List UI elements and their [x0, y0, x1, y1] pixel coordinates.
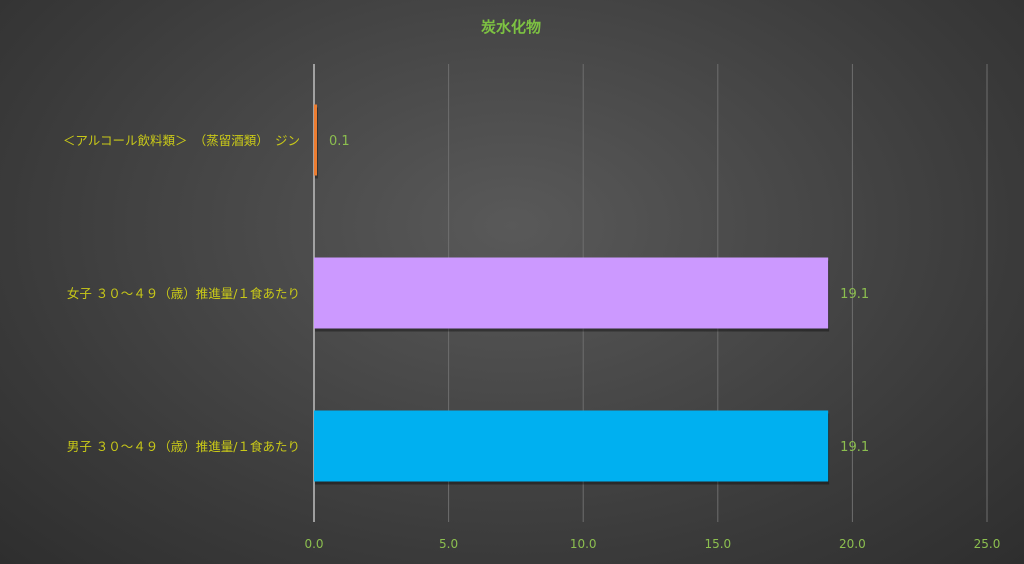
x-tick-label: 5.0: [439, 537, 458, 551]
data-label: 0.1: [329, 134, 350, 149]
bar: [314, 410, 829, 482]
x-tick-label: 20.0: [839, 537, 866, 551]
x-axis-ticks: 0.0 5.0 10.0 15.0 20.0 25.0: [304, 537, 1000, 551]
data-label: 19.1: [840, 287, 869, 302]
x-tick-label: 15.0: [704, 537, 731, 551]
x-tick-label: 10.0: [570, 537, 597, 551]
category-label: 男子 ３０～４９（歳）推進量/１食あたり: [67, 439, 300, 454]
x-tick-label: 25.0: [974, 537, 1001, 551]
chart-title: 炭水化物: [481, 18, 541, 36]
x-tick-label: 0.0: [304, 537, 323, 551]
bar: [314, 257, 829, 329]
bars: [314, 104, 830, 485]
category-label: ＜アルコール飲料類＞ （蒸留酒類） ジン: [63, 133, 300, 148]
category-label: 女子 ３０～４９（歳）推進量/１食あたり: [67, 286, 300, 301]
data-labels: 0.1 19.1 19.1: [329, 134, 869, 455]
bar: [314, 104, 317, 176]
data-label: 19.1: [840, 440, 869, 455]
